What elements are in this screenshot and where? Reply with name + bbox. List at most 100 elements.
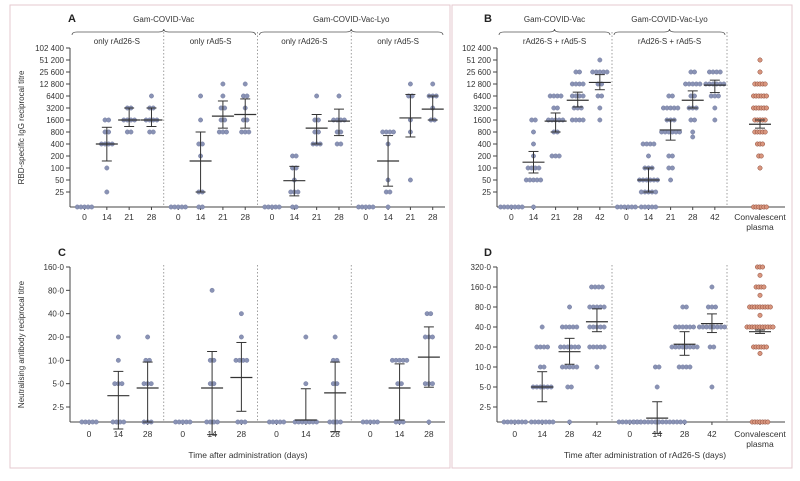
x-tick-label: 14 [644, 212, 654, 222]
panel-frame-right [451, 4, 793, 469]
data-point [646, 153, 651, 159]
y-tick-label: 102 400 [35, 44, 64, 53]
x-tick-label: 0 [87, 429, 92, 439]
x-tick-label: 0 [274, 429, 279, 439]
convalescent-point [767, 304, 773, 310]
data-point [683, 304, 689, 310]
data-point [199, 204, 205, 210]
group-brace [71, 28, 256, 36]
data-point [580, 81, 586, 87]
data-point [246, 129, 252, 135]
convalescent-point [761, 284, 767, 290]
data-point [295, 189, 301, 195]
x-tick-label: 21 [218, 212, 228, 222]
data-point [656, 364, 662, 370]
convalescent-point [757, 165, 763, 171]
y-tick-label: 102 400 [462, 44, 491, 53]
data-point [580, 93, 586, 99]
data-point [336, 93, 342, 99]
data-point [303, 334, 309, 340]
y-tick-label: 51 200 [40, 56, 65, 65]
data-point [187, 419, 193, 425]
convalescent-point [757, 292, 763, 298]
data-point [430, 81, 436, 87]
data-point [682, 419, 687, 425]
y-tick-label: 25 [55, 188, 64, 197]
convalescent-point [757, 57, 763, 63]
data-point [104, 165, 110, 171]
x-tick-label: 0 [512, 429, 517, 439]
y-tick-label: 160·0 [44, 263, 65, 272]
panel-frame-left [9, 4, 451, 469]
data-point [238, 311, 244, 317]
x-tick-label: 0 [270, 212, 275, 222]
y-tick-label: 100 [51, 164, 65, 173]
data-point [198, 93, 203, 99]
y-tick-label: 25 [482, 188, 491, 197]
data-point [531, 141, 536, 147]
data-point [574, 324, 580, 330]
data-point [670, 153, 675, 159]
convalescent-point [757, 312, 763, 318]
data-point [375, 419, 380, 425]
x-tick-label: 28 [330, 429, 340, 439]
subgroup-label: rAd26-S + rAd5-S [523, 37, 586, 46]
data-point [599, 93, 605, 99]
x-tick-label: 21 [551, 212, 561, 222]
data-point [670, 93, 675, 99]
data-point [314, 93, 320, 99]
x-tick-label: 42 [595, 212, 605, 222]
data-point [568, 384, 574, 390]
y-tick-label: 50 [55, 176, 64, 185]
convalescent-point [764, 204, 769, 210]
data-point [89, 204, 95, 210]
data-point [692, 69, 697, 75]
data-point [220, 93, 226, 99]
x-tick-label: 28 [143, 429, 153, 439]
y-tick-label: 2·5 [479, 403, 491, 412]
data-point [303, 381, 309, 387]
x-tick-label: 28 [237, 429, 247, 439]
y-tick-label: 200 [51, 152, 65, 161]
data-point [668, 177, 674, 183]
x-tick-label: 28 [424, 429, 434, 439]
y-tick-label: 6400 [46, 92, 64, 101]
y-tick-label: 25 600 [467, 68, 492, 77]
convalescent-point [765, 419, 771, 425]
x-tick-label: 14 [301, 429, 311, 439]
x-tick-label: 28 [428, 212, 438, 222]
data-point [550, 419, 556, 425]
x-tick-label: 28 [240, 212, 250, 222]
panel-letter: B [484, 13, 492, 25]
y-tick-label: 400 [51, 140, 65, 149]
data-point [567, 419, 572, 425]
data-point [293, 204, 299, 210]
subgroup-label: only rAd5-S [377, 37, 419, 46]
data-point [694, 344, 700, 350]
x-tick-label: 28 [334, 212, 344, 222]
x-tick-label: Convalescent [734, 212, 786, 222]
y-tick-label: 1600 [473, 116, 491, 125]
y-tick-label: 2·5 [52, 403, 64, 412]
data-point [713, 304, 718, 310]
data-point [332, 334, 338, 340]
convalescent-point [760, 264, 766, 270]
panel-letter: A [68, 13, 76, 25]
data-point [597, 117, 603, 123]
data-point [119, 381, 125, 387]
convalescent-point [757, 350, 763, 356]
data-point [106, 117, 112, 123]
data-point [690, 129, 696, 135]
subgroup-label: only rAd5-S [190, 37, 232, 46]
y-tick-label: 40·0 [48, 310, 65, 319]
group-brace [498, 28, 611, 36]
y-tick-label: 5·0 [479, 383, 491, 392]
data-point [556, 153, 562, 159]
data-point [276, 204, 282, 210]
data-point [238, 334, 244, 340]
data-point [712, 105, 718, 111]
data-point [597, 105, 603, 111]
data-point [198, 117, 203, 123]
x-tick-label: 14 [114, 429, 124, 439]
x-tick-label: 28 [680, 429, 690, 439]
